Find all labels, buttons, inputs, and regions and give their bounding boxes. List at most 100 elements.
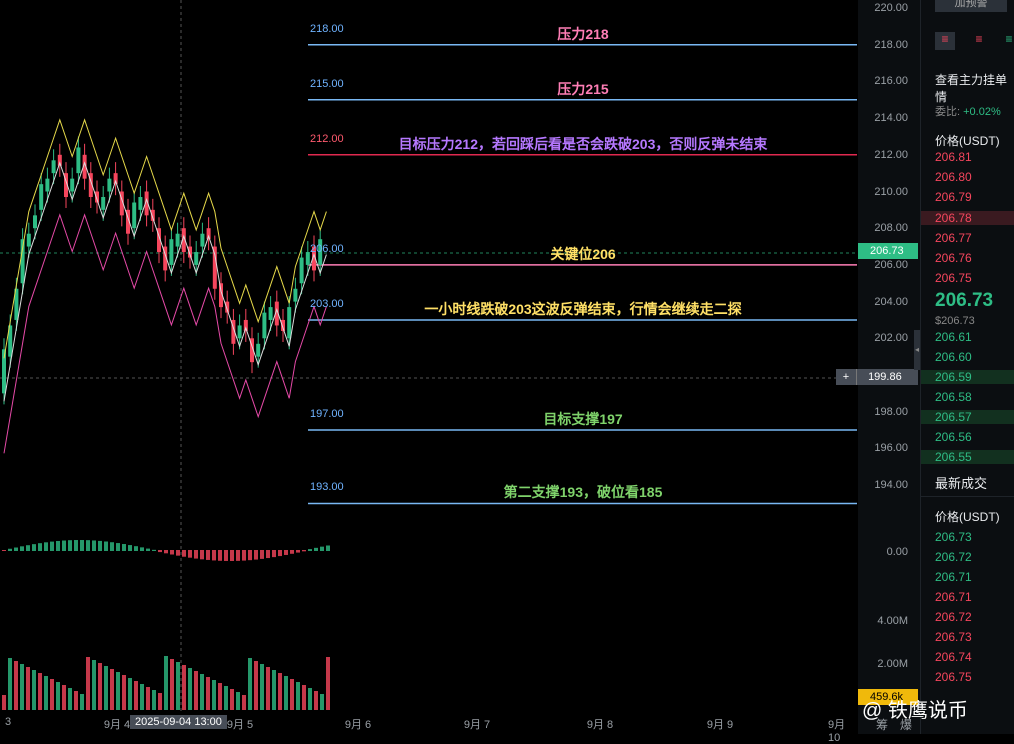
candle-body bbox=[250, 338, 254, 363]
price-tick: 194.00 bbox=[874, 479, 908, 492]
order-row[interactable]: 206.73 bbox=[935, 530, 972, 544]
price-axis[interactable]: 220.00 218.00 216.00 214.00 212.00 210.00 208.… bbox=[836, 0, 920, 734]
candle-body bbox=[262, 312, 267, 339]
candle-body bbox=[64, 173, 68, 198]
volume-bar bbox=[146, 687, 150, 710]
macd-bar bbox=[146, 548, 150, 551]
chart-area[interactable]: 218.00 压力218 215.00 压力215 212.00 目标压力212，若回踩后… bbox=[0, 0, 858, 744]
level-label: 203.00 bbox=[310, 297, 344, 310]
volume-tick: 4.00M bbox=[877, 615, 908, 627]
order-row[interactable]: 206.76 bbox=[935, 251, 972, 265]
panel-title[interactable]: 查看主力挂单情 bbox=[935, 73, 1008, 104]
candle-body bbox=[243, 319, 248, 331]
order-row[interactable]: 206.75 bbox=[935, 670, 972, 684]
footer-tab[interactable]: 爆 bbox=[900, 718, 913, 732]
candle-body bbox=[8, 325, 13, 357]
trades-tab[interactable]: 最新成交 bbox=[935, 476, 988, 491]
order-row[interactable]: 206.81 bbox=[935, 150, 972, 164]
order-row[interactable]: 206.78 bbox=[921, 210, 1014, 225]
volume-bar bbox=[242, 695, 246, 710]
macd-bar bbox=[122, 544, 126, 551]
macd-bar bbox=[206, 550, 210, 560]
volume-bar bbox=[20, 664, 24, 710]
alert-button[interactable]: 加预警 bbox=[935, 0, 1007, 12]
order-row[interactable]: 206.79 bbox=[935, 190, 972, 205]
footer-tab[interactable]: 筹 bbox=[876, 718, 889, 732]
watermark-text: @ 铁鹰说币 bbox=[862, 700, 968, 722]
price-tick: 216.00 bbox=[874, 75, 908, 88]
volume-bar bbox=[86, 657, 90, 710]
candle-body bbox=[26, 233, 31, 247]
volume-bar bbox=[80, 694, 84, 710]
order-row[interactable]: 206.75 bbox=[935, 271, 972, 286]
candle-body bbox=[312, 246, 316, 271]
volume-bar bbox=[152, 690, 156, 710]
crosshair-time-tag: 2025-09-04 13:00 bbox=[130, 715, 227, 729]
view-toggle-icon[interactable]: ≡ bbox=[935, 32, 955, 50]
order-row[interactable]: 206.74 bbox=[935, 650, 972, 664]
order-row[interactable]: 206.71 bbox=[935, 570, 972, 584]
candle-body bbox=[256, 343, 261, 357]
volume-bar bbox=[44, 676, 48, 710]
macd-bar bbox=[308, 549, 312, 551]
candle-body bbox=[281, 319, 285, 331]
order-row[interactable]: 206.56 bbox=[935, 430, 972, 444]
candle-body bbox=[45, 178, 50, 192]
macd-bar bbox=[50, 541, 54, 551]
volume-bar bbox=[308, 688, 312, 710]
macd-bar bbox=[110, 542, 114, 551]
order-row[interactable]: 206.80 bbox=[935, 170, 972, 185]
order-row[interactable]: 206.71 bbox=[935, 590, 972, 604]
x-label: 9月 5 bbox=[226, 719, 254, 731]
level-label: 212.00 bbox=[310, 132, 344, 145]
view-toggle-icon[interactable]: ≡ bbox=[975, 32, 983, 46]
order-row[interactable]: 206.60 bbox=[935, 350, 972, 364]
macd-zero-tick: 0.00 bbox=[886, 546, 908, 558]
order-row[interactable]: 206.73 bbox=[935, 630, 972, 644]
volume-bar bbox=[158, 693, 162, 710]
volume-bar bbox=[326, 657, 330, 710]
volume-bar bbox=[110, 669, 114, 710]
volume-bar bbox=[302, 685, 306, 710]
divider bbox=[921, 496, 1014, 497]
order-row[interactable]: 206.72 bbox=[935, 550, 972, 564]
crosshair-price: 199.86 bbox=[868, 371, 902, 383]
order-row[interactable]: 206.77 bbox=[935, 230, 972, 245]
volume-bar bbox=[116, 672, 120, 710]
order-row[interactable]: 206.59 bbox=[921, 370, 1014, 384]
order-row[interactable]: 206.57 bbox=[921, 410, 1014, 424]
candle-body bbox=[119, 191, 124, 216]
volume-bar bbox=[74, 691, 78, 710]
order-row[interactable]: 206.72 bbox=[935, 610, 972, 624]
plus-icon[interactable]: + bbox=[836, 369, 857, 385]
x-label: 3 bbox=[4, 716, 12, 728]
candle-body bbox=[70, 178, 75, 192]
candle-body bbox=[14, 288, 19, 320]
order-row[interactable]: 206.55 bbox=[921, 450, 1014, 464]
view-toggle-icon[interactable]: ≡ bbox=[1005, 32, 1013, 46]
macd-bar bbox=[290, 550, 294, 554]
volume-bar bbox=[14, 661, 18, 710]
level-note: 目标压力212，若回踩后看是否会跌破203，否则反弹未结束 bbox=[398, 135, 768, 152]
order-row[interactable]: 206.61 bbox=[935, 330, 972, 344]
candle-body bbox=[181, 228, 186, 253]
last-price-usd: $206.73 bbox=[935, 315, 975, 327]
volume-bar bbox=[278, 673, 282, 710]
candlestick-chart[interactable] bbox=[0, 0, 858, 734]
macd-bar bbox=[230, 550, 234, 561]
macd-bar bbox=[182, 550, 186, 557]
volume-bar bbox=[68, 688, 72, 710]
candle-body bbox=[231, 319, 236, 344]
volume-bar bbox=[206, 677, 210, 710]
level-label: 218.00 bbox=[310, 22, 344, 35]
level-label: 206.00 bbox=[310, 242, 344, 255]
macd-bar bbox=[32, 544, 36, 551]
trades-header: 价格(USDT) bbox=[935, 510, 1000, 524]
order-row[interactable]: 206.58 bbox=[935, 390, 972, 404]
volume-bar bbox=[128, 678, 132, 710]
volume-bar bbox=[290, 679, 294, 710]
volume-bar bbox=[284, 676, 288, 710]
collapse-handle[interactable]: ◂ bbox=[914, 330, 920, 370]
volume-bar bbox=[194, 671, 198, 710]
macd-bar bbox=[140, 547, 144, 551]
